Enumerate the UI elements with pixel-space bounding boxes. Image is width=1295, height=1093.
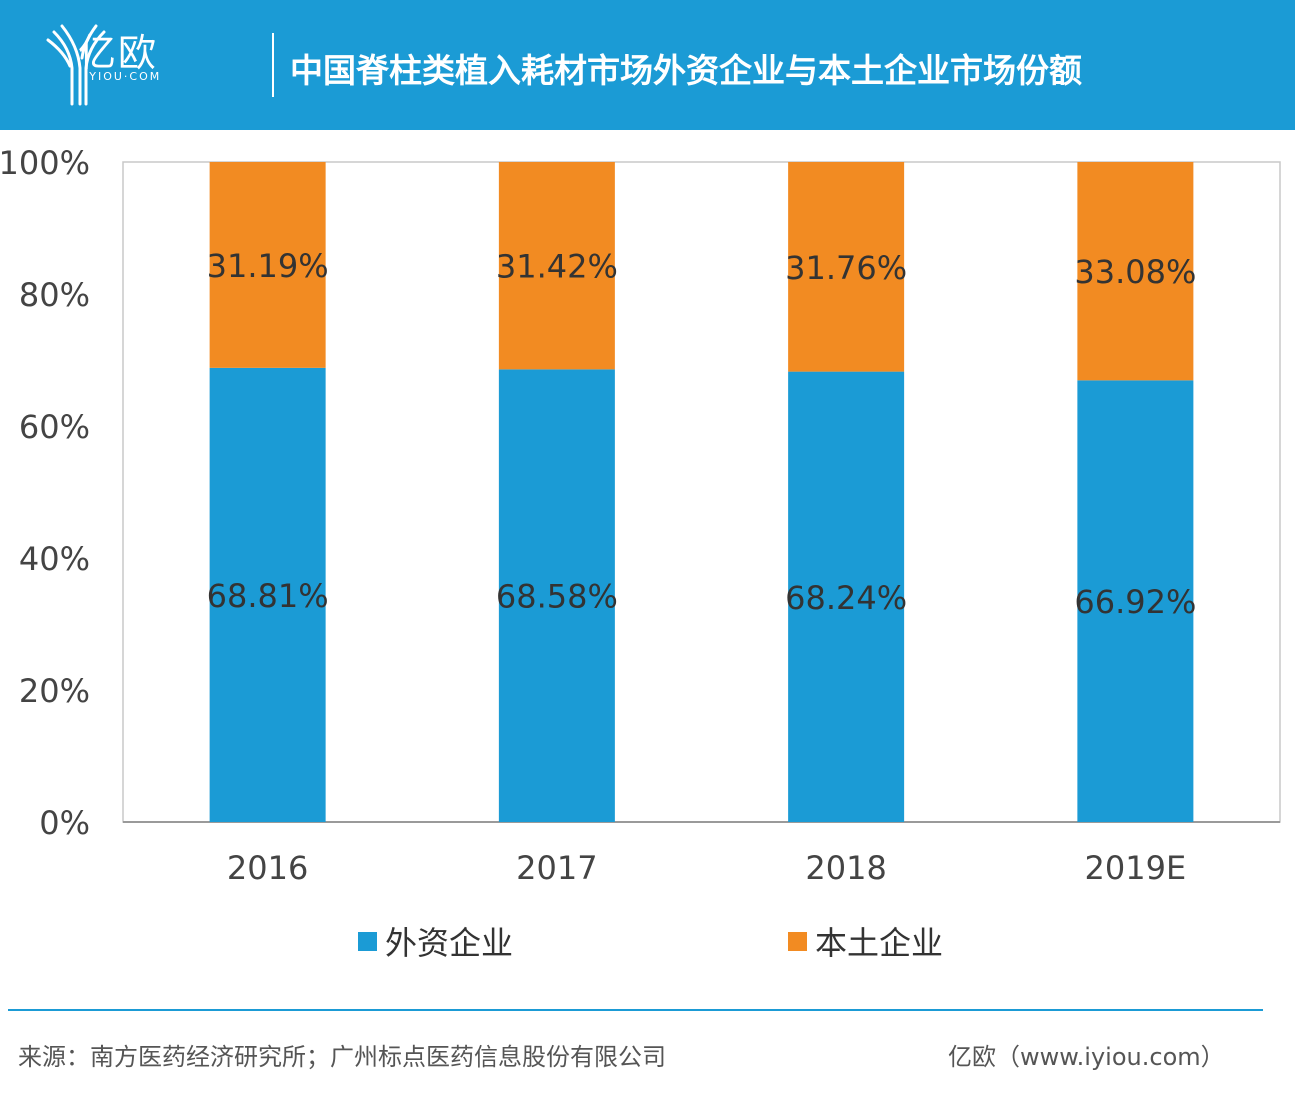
data-label: 31.76% [785, 249, 907, 287]
y-tick-label: 60% [19, 408, 90, 446]
y-tick-label: 40% [19, 540, 90, 578]
legend-swatch-foreign [358, 931, 377, 951]
data-label: 31.19% [207, 247, 329, 285]
data-label: 66.92% [1074, 583, 1196, 621]
x-tick-label: 2019E [1085, 849, 1187, 887]
stacked-bar-chart: 0% 20% 40% 60% 80% 100% 68.81% 31.19% 68.58% 31.… [0, 144, 1281, 887]
legend-label-foreign: 外资企业 [385, 924, 514, 962]
logo-subtext: IYIOU·COM [84, 70, 162, 83]
footer-divider [8, 1009, 1263, 1011]
bar-foreign [1077, 380, 1194, 822]
x-tick-label: 2016 [227, 849, 308, 887]
y-tick-label: 100% [0, 144, 90, 182]
x-tick-label: 2018 [805, 849, 886, 887]
y-tick-label: 0% [39, 804, 90, 842]
data-label: 68.24% [785, 579, 907, 617]
logo-text: 亿欧 [78, 31, 159, 75]
data-label: 68.81% [207, 577, 329, 615]
data-label: 33.08% [1074, 253, 1196, 291]
header-divider [272, 33, 274, 97]
bar-foreign [498, 369, 615, 822]
bar-domestic [1077, 162, 1194, 381]
page-title: 中国脊柱类植入耗材市场外资企业与本土企业市场份额 [290, 51, 1082, 90]
bar-domestic [498, 162, 615, 370]
y-tick-label: 20% [19, 672, 90, 710]
yiou-logo-icon [46, 24, 106, 106]
bar-domestic [209, 162, 326, 368]
x-tick-label: 2017 [516, 849, 597, 887]
data-label: 68.58% [496, 578, 618, 616]
credit-note: 亿欧（www.iyiou.com） [948, 1043, 1225, 1071]
bar-domestic [788, 162, 905, 372]
header-banner: 亿欧 IYIOU·COM 中国脊柱类植入耗材市场外资企业与本土企业市场份额 [0, 0, 1295, 130]
data-label: 31.42% [496, 248, 618, 286]
legend-swatch-domestic [788, 931, 807, 951]
source-note: 来源：南方医药经济研究所；广州标点医药信息股份有限公司 [18, 1043, 666, 1071]
y-tick-label: 80% [19, 276, 90, 314]
legend-item-domestic: 本土企业 [788, 918, 943, 964]
legend-label-domestic: 本土企业 [815, 924, 944, 962]
bar-foreign [209, 367, 326, 822]
legend-item-foreign: 外资企业 [358, 918, 513, 964]
bar-foreign [788, 371, 905, 822]
